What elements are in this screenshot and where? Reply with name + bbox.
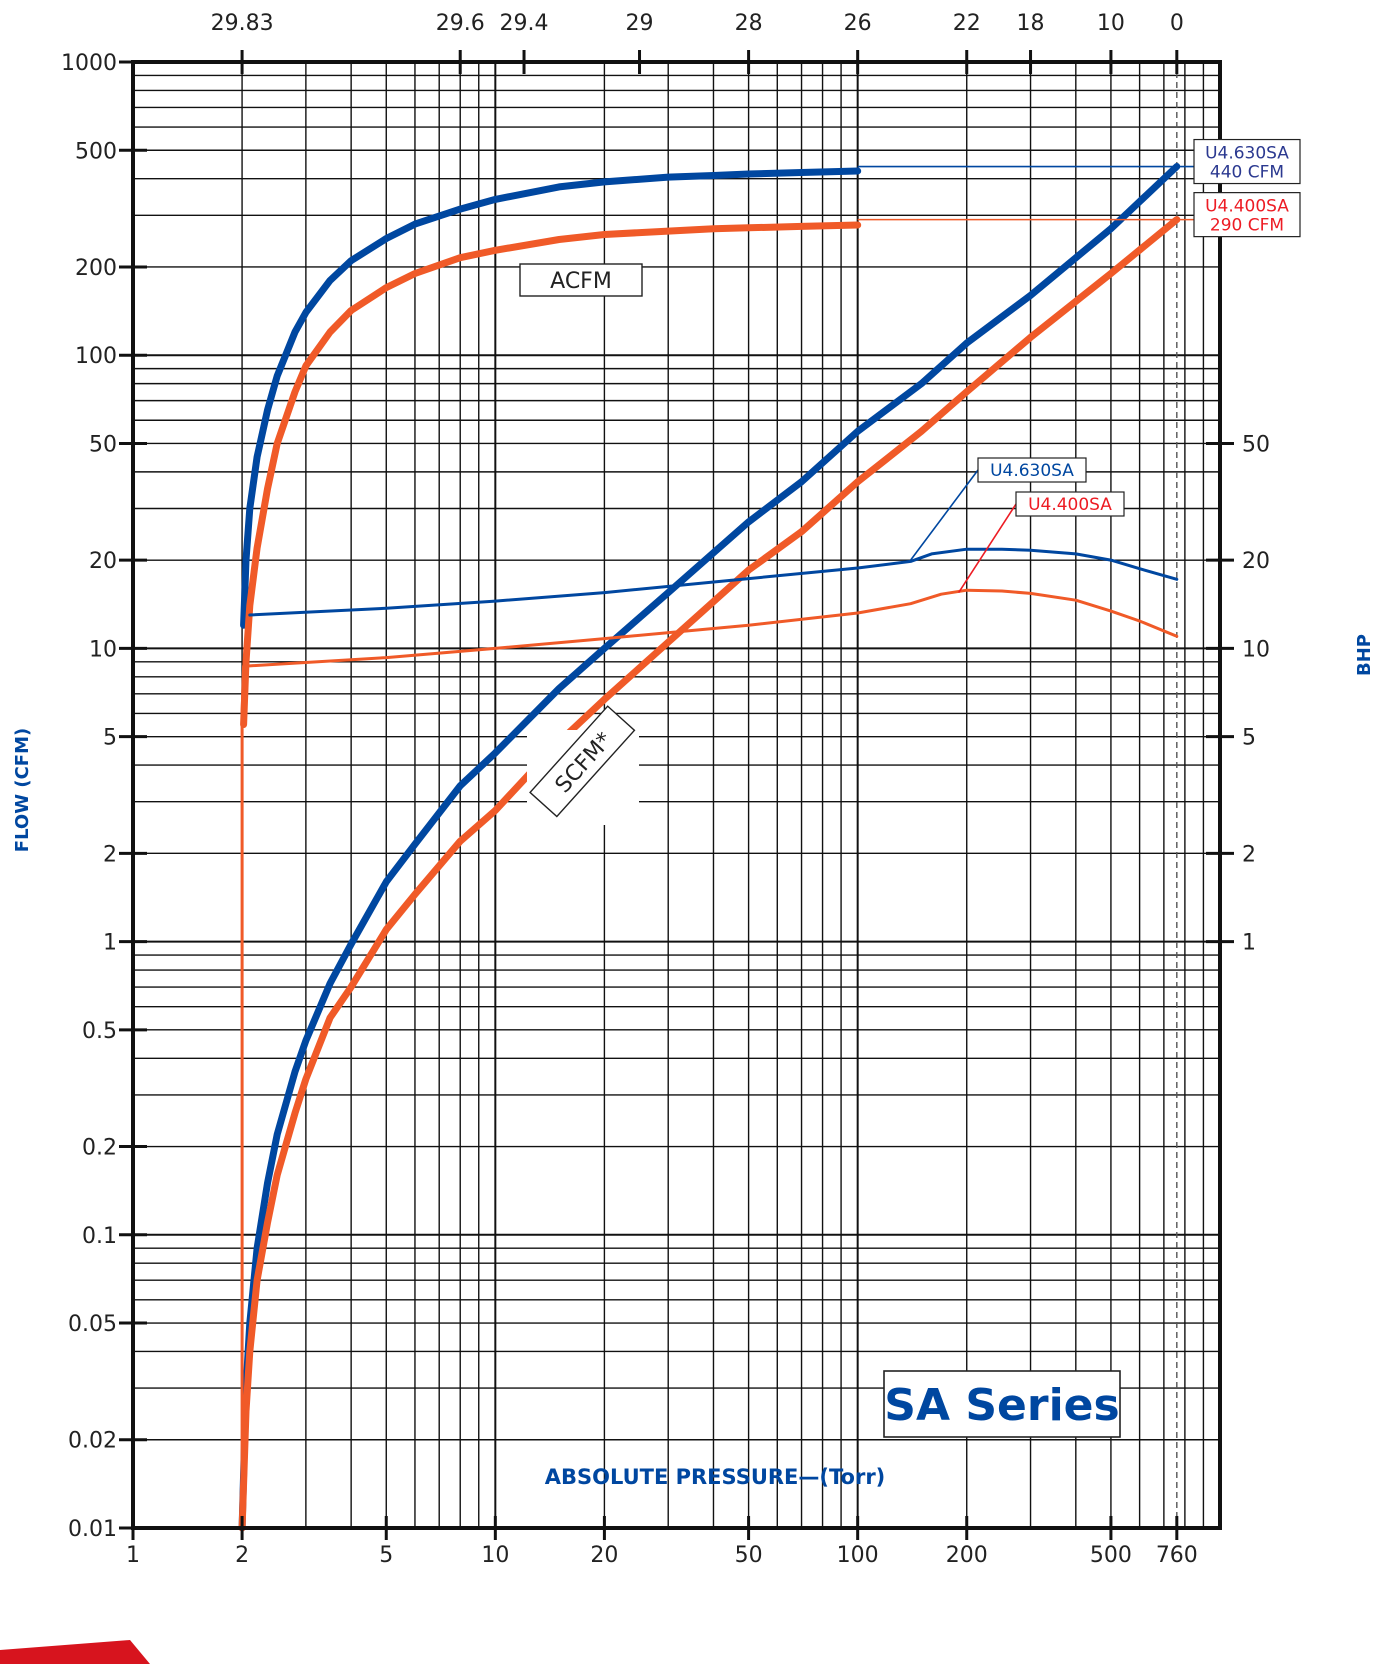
chart-title: SA Series <box>884 1380 1119 1431</box>
series-bhp-u4400sa <box>244 588 1179 668</box>
scfm-label-box <box>529 705 636 818</box>
x-tick-label: 2 <box>235 1543 249 1568</box>
y-tick-label: 0.2 <box>82 1136 117 1161</box>
corner-stripe <box>0 1640 150 1664</box>
series-scfm-u4400sa <box>238 216 1181 1532</box>
top-tick-label: 10 <box>1097 11 1125 36</box>
acfm-label-box <box>519 263 643 297</box>
y-tick-label: 0.02 <box>68 1429 117 1454</box>
y-tick-label: 20 <box>89 549 117 574</box>
bhp-label-leader <box>909 469 979 561</box>
bhp-label-leader <box>957 503 1017 594</box>
y2-tick-label: 1 <box>1242 931 1256 956</box>
top-tick-label: 18 <box>1017 11 1045 36</box>
x-tick-label: 1 <box>126 1543 140 1568</box>
x-tick-label: 5 <box>379 1543 393 1568</box>
top-tick-label: 29 <box>626 11 654 36</box>
label-layer: 0.010.020.050.10.20.51251020501002005001… <box>0 11 1375 1664</box>
x-tick-label: 200 <box>946 1543 988 1568</box>
x-tick-label: 760 <box>1156 1543 1198 1568</box>
end-label-box <box>1193 138 1301 185</box>
end-label-cfm: 290 CFM <box>1210 216 1284 236</box>
x-tick-label: 100 <box>837 1543 879 1568</box>
title-box <box>883 1370 1121 1438</box>
top-tick-label: 29.83 <box>211 11 274 36</box>
end-label-model: U4.400SA <box>1205 197 1289 217</box>
bhp-label-box <box>977 457 1087 483</box>
x-tick-label: 20 <box>590 1543 618 1568</box>
y-tick-label: 1 <box>103 931 117 956</box>
x-tick-label: 50 <box>735 1543 763 1568</box>
y-tick-label: 0.5 <box>82 1019 117 1044</box>
y2-tick-label: 20 <box>1242 549 1270 574</box>
y-tick-label: 500 <box>75 139 117 164</box>
series-base-base <box>240 664 246 1530</box>
x-axis-title: ABSOLUTE PRESSURE—(Torr) <box>545 1465 886 1489</box>
y-tick-label: 1000 <box>61 51 117 76</box>
y-tick-label: 5 <box>103 726 117 751</box>
series-scfm-u4630sa <box>238 163 1181 1532</box>
y-tick-label: 50 <box>89 432 117 457</box>
y2-tick-label: 50 <box>1242 432 1270 457</box>
frame-layer <box>119 50 1234 1540</box>
bhp-label-text: U4.630SA <box>990 461 1074 481</box>
end-label-box <box>1193 192 1301 238</box>
end-label-cfm: 440 CFM <box>1210 163 1284 183</box>
y2-axis-title: BHP <box>1354 634 1375 676</box>
y-tick-label: 100 <box>75 344 117 369</box>
top-tick-label: 28 <box>735 11 763 36</box>
top-tick-label: 26 <box>844 11 872 36</box>
y2-tick-label: 10 <box>1242 637 1270 662</box>
top-tick-label: 29.4 <box>500 11 549 36</box>
y-tick-label: 0.01 <box>68 1517 117 1542</box>
series-acfm-u4630sa <box>240 167 862 629</box>
plot-frame <box>131 60 1222 1530</box>
y-tick-label: 0.1 <box>82 1224 117 1249</box>
series-layer <box>238 163 1194 1532</box>
series-acfm-u4400sa <box>240 221 862 728</box>
y-tick-label: 0.05 <box>68 1312 117 1337</box>
top-tick-label: 0 <box>1170 11 1184 36</box>
top-tick-label: 29.6 <box>436 11 485 36</box>
bhp-label-text: U4.400SA <box>1028 495 1112 515</box>
y-axis-title: FLOW (CFM) <box>12 728 33 852</box>
series-bhp-u4630sa <box>248 547 1179 617</box>
y-tick-label: 2 <box>103 842 117 867</box>
x-tick-label: 500 <box>1090 1543 1132 1568</box>
acfm-label: ACFM <box>550 269 612 294</box>
bhp-label-box <box>1015 491 1125 517</box>
y2-tick-label: 2 <box>1242 842 1256 867</box>
top-tick-label: 22 <box>953 11 981 36</box>
grid-layer <box>133 62 1220 1528</box>
x-tick-label: 10 <box>481 1543 509 1568</box>
y-tick-label: 10 <box>89 637 117 662</box>
y2-tick-label: 5 <box>1242 726 1256 751</box>
y-tick-label: 200 <box>75 256 117 281</box>
end-label-model: U4.630SA <box>1205 144 1289 164</box>
